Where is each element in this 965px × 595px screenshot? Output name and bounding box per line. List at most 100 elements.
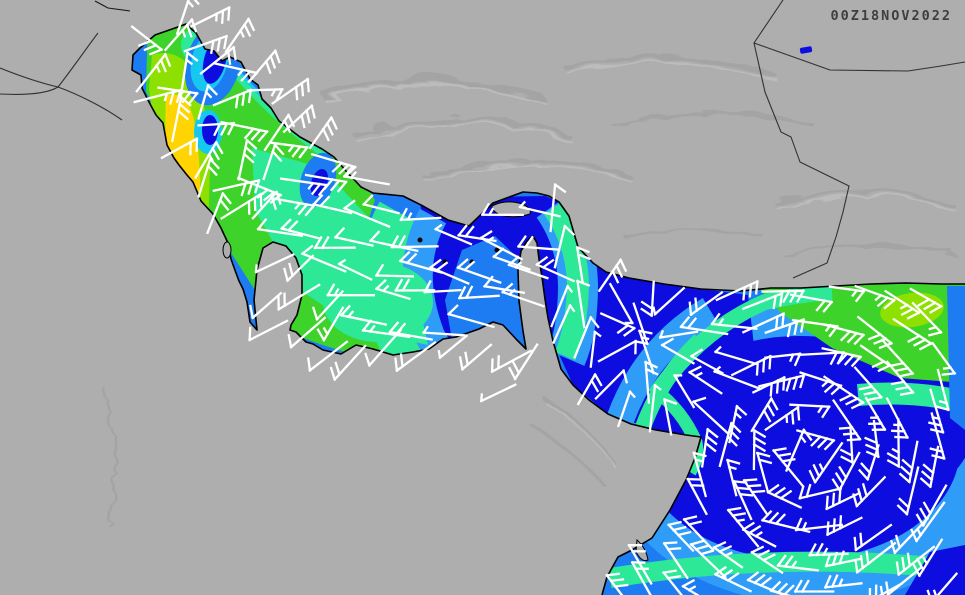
wind-barb <box>798 483 843 500</box>
wind-barb <box>808 441 844 484</box>
wind-barb <box>864 396 887 432</box>
wind-barb <box>535 255 576 283</box>
wind-barb <box>374 263 414 278</box>
wind-barb <box>434 223 473 246</box>
wind-barb <box>573 315 600 359</box>
wind-barb <box>224 17 256 54</box>
sea-color-field-shape <box>323 262 433 342</box>
lake-shape <box>799 46 813 54</box>
wind-barb <box>422 325 466 337</box>
wind-barb <box>279 177 329 197</box>
wind-barb <box>270 196 316 217</box>
wind-barb <box>828 285 866 303</box>
wind-barb <box>333 226 374 247</box>
wind-barb <box>673 373 696 409</box>
wind-barb <box>206 191 232 235</box>
wind-barb <box>256 218 304 238</box>
wind-barb <box>741 521 777 548</box>
terrain-relief-shape-shape <box>353 120 568 138</box>
wind-barb <box>316 306 345 342</box>
wind-barb <box>280 218 321 240</box>
wind-barb <box>163 17 198 52</box>
terrain-relief-shape-shape <box>350 114 567 134</box>
wind-barb <box>885 360 915 396</box>
wind-barb <box>910 501 946 543</box>
country-borders-shape <box>94 0 131 12</box>
wind-barb <box>789 403 831 419</box>
wind-barb <box>663 398 678 436</box>
wind-barb <box>270 141 309 159</box>
wind-barb <box>712 540 744 569</box>
wind-barb <box>605 572 629 595</box>
country-borders <box>0 0 965 279</box>
wind-barb <box>446 304 495 329</box>
wind-barb <box>686 477 708 516</box>
wind-barb <box>608 282 634 325</box>
wind-barb <box>390 234 439 249</box>
timestamp-label: 00Z18NOV2022 <box>830 8 952 24</box>
terrain-relief-shape-shape <box>618 223 764 238</box>
wind-barb <box>394 278 436 293</box>
terrain-relief-shape-shape <box>542 399 616 468</box>
wind-barb <box>313 235 356 250</box>
wind-barb <box>931 341 957 376</box>
wind-barb <box>688 365 723 395</box>
wind-barb <box>220 192 263 220</box>
wind-barb <box>398 250 443 274</box>
wind-barb <box>254 253 295 274</box>
wind-barb <box>746 571 787 595</box>
wind-barb <box>935 368 950 412</box>
wind-barb <box>342 165 390 186</box>
wind-barb <box>652 286 686 316</box>
wind-barb <box>660 337 696 365</box>
wind-barb <box>310 152 357 177</box>
wind-barb <box>277 283 321 311</box>
terrain-relief-shape-shape <box>561 56 773 76</box>
wind-barb <box>589 330 602 368</box>
wind-barb <box>394 340 437 373</box>
terrain-relief-shape-shape <box>770 184 952 204</box>
wind-barb <box>892 317 933 351</box>
islands-shape <box>417 237 423 243</box>
wind-barb <box>689 539 727 579</box>
wind-barb <box>479 383 517 403</box>
terrain-relief-shape <box>96 50 954 524</box>
wind-barb <box>658 329 699 339</box>
wind-barb <box>700 427 719 468</box>
sea-color-field-shape <box>202 115 218 145</box>
wind-barb <box>157 86 199 105</box>
wind-barb <box>742 478 769 516</box>
wind-barb <box>852 475 887 508</box>
wind-barb <box>793 579 835 594</box>
wind-barb <box>550 284 574 328</box>
wind-barb <box>839 425 854 464</box>
wind-barb <box>758 374 806 392</box>
wind-barb <box>549 182 567 233</box>
wind-barb <box>212 88 253 109</box>
wind-barb <box>884 289 921 320</box>
wind-barb <box>175 0 200 36</box>
wind-barb <box>644 360 659 404</box>
wind-barb <box>248 319 289 342</box>
wind-barb <box>886 418 901 469</box>
wind-barb <box>898 440 919 484</box>
wind-barb <box>662 541 689 580</box>
wind-barb <box>853 523 893 552</box>
wind-barb <box>889 516 930 555</box>
wind-barb <box>911 301 943 337</box>
wind-barb <box>283 254 315 283</box>
country-borders-shape <box>0 67 123 121</box>
wind-barb <box>329 344 367 382</box>
wind-barb <box>691 396 730 436</box>
wind-barb <box>692 451 708 498</box>
wind-barb <box>799 371 843 396</box>
wind-barb <box>456 258 502 284</box>
wind-barb <box>220 120 269 143</box>
wind-barb-layer <box>130 0 959 595</box>
wind-barb <box>752 428 767 471</box>
wind-barb <box>710 312 758 330</box>
terrain-relief-shape-shape <box>421 160 628 178</box>
wind-barb <box>308 115 339 150</box>
